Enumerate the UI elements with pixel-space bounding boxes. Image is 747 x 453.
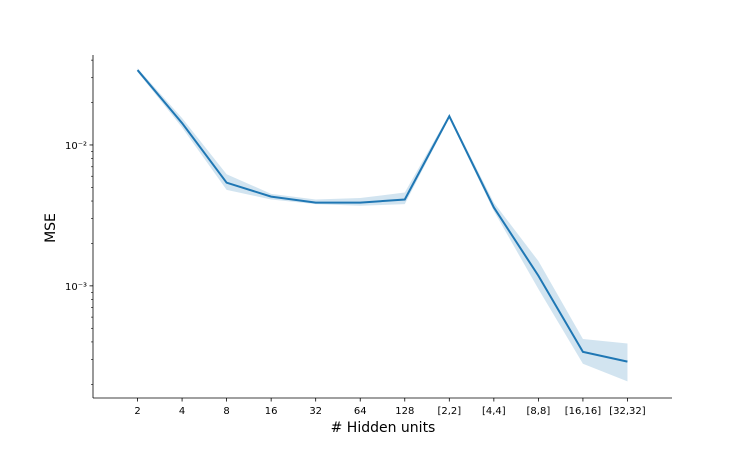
x-tick-label: [8,8] [527, 406, 551, 417]
x-tick-label: [32,32] [609, 406, 646, 417]
x-tick-label: 8 [223, 406, 229, 417]
x-tick-label: 2 [134, 406, 140, 417]
confidence-band [137, 68, 628, 382]
x-tick-label: 16 [265, 406, 278, 417]
x-tick-label: [4,4] [482, 406, 506, 417]
line [136, 69, 628, 363]
x-tick-label: [2,2] [437, 406, 461, 417]
x-tick-label: 64 [354, 406, 367, 417]
x-tick-label: 4 [179, 406, 185, 417]
y-tick-label: 10⁻² [65, 141, 87, 152]
x-axis-label: # Hidden units [331, 420, 436, 436]
x-tick-label: 32 [309, 406, 322, 417]
y-axis-label: MSE [43, 213, 59, 243]
x-tick-label: [16,16] [565, 406, 602, 417]
y-tick-label: 10⁻³ [65, 282, 87, 293]
x-tick-label: 128 [395, 406, 414, 417]
